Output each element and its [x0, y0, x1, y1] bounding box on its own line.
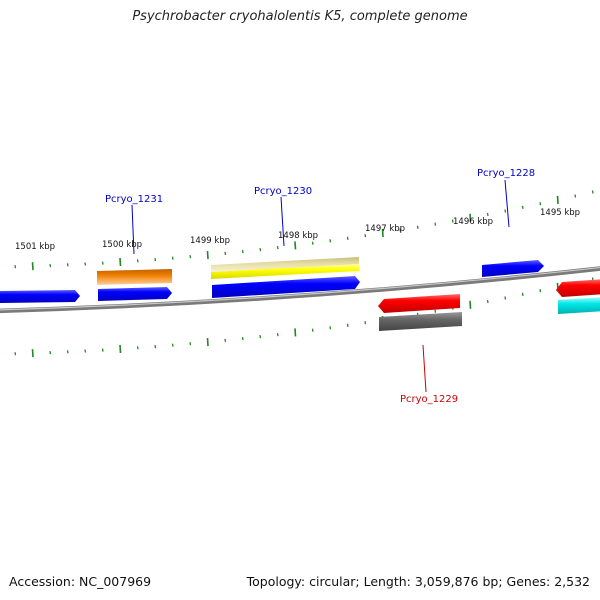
leader-pcryo-1230 — [280, 196, 285, 247]
lower-minor-tick — [521, 292, 524, 297]
lower-major-tick — [206, 338, 209, 347]
lower-major-tick — [31, 349, 34, 358]
scale-label-1498: 1498 kbp — [278, 231, 318, 241]
upper-minor-tick — [364, 234, 367, 238]
upper-minor-tick — [574, 194, 577, 198]
upper-minor-tick — [259, 247, 262, 252]
upper-minor-tick — [101, 261, 104, 265]
upper-minor-tick — [451, 219, 454, 223]
lower-minor-tick — [241, 336, 244, 341]
genome-backbone-highlight — [0, 266, 600, 311]
lower-minor-tick — [14, 352, 17, 356]
lower-minor-tick — [49, 350, 52, 355]
upper-major-tick — [381, 228, 384, 238]
upper-minor-tick — [399, 228, 402, 232]
cds-pcryo-1228-arrow[interactable] — [482, 260, 544, 277]
upper-minor-tick — [66, 263, 69, 267]
upper-minor-tick — [136, 259, 139, 263]
upper-minor-tick — [49, 263, 52, 268]
lower-minor-tick — [189, 342, 192, 346]
accession-text: Accession: NC_007969 — [9, 574, 152, 589]
lower-minor-tick — [154, 344, 157, 349]
lower-minor-tick — [346, 323, 349, 327]
upper-major-tick — [31, 262, 34, 271]
upper-minor-tick — [434, 222, 437, 226]
gene-pcryo-1230-yellow[interactable] — [211, 264, 359, 279]
cds-pcryo-1230-arrow[interactable] — [212, 276, 360, 298]
upper-minor-tick — [346, 236, 349, 240]
upper-major-tick — [294, 241, 297, 250]
upper-minor-tick — [486, 212, 489, 217]
upper-minor-tick — [241, 249, 244, 254]
upper-minor-tick — [276, 245, 279, 250]
cds-pcryo-1229-arrow[interactable] — [378, 294, 460, 313]
upper-minor-tick — [14, 265, 17, 269]
lower-minor-tick — [434, 309, 437, 313]
lower-minor-tick — [486, 299, 489, 304]
lower-minor-tick — [329, 326, 332, 330]
upper-minor-tick — [329, 239, 332, 243]
gene-label-pcryo-1230[interactable]: Pcryo_1230 — [254, 186, 312, 197]
upper-minor-tick — [84, 262, 87, 266]
upper-minor-tick — [171, 256, 174, 260]
lower-minor-tick — [101, 348, 104, 352]
leader-pcryo-1228 — [504, 179, 510, 228]
scale-labels: 1501 kbp 1500 kbp 1499 kbp 1498 kbp 1497… — [15, 208, 580, 252]
leader-pcryo-1229 — [422, 344, 427, 393]
gene-pcryo-1229-gray[interactable] — [379, 312, 462, 331]
gene-label-pcryo-1228[interactable]: Pcryo_1228 — [477, 168, 535, 179]
gene-right-cyan[interactable] — [558, 297, 600, 314]
lower-minor-tick — [539, 289, 542, 293]
scale-label-1497: 1497 kbp — [365, 224, 405, 234]
lower-minor-tick — [364, 321, 367, 325]
gene-label-pcryo-1231[interactable]: Pcryo_1231 — [105, 194, 163, 205]
upper-minor-tick — [189, 255, 192, 259]
scale-label-1500: 1500 kbp — [102, 240, 142, 250]
scale-label-1495: 1495 kbp — [540, 208, 580, 218]
gene-pcryo-1231-orange[interactable] — [97, 269, 172, 285]
lower-minor-tick — [171, 343, 174, 347]
genome-backbone — [0, 266, 600, 314]
map-title: Psychrobacter cryohalolentis K5, complet… — [132, 9, 468, 24]
lower-major-tick — [469, 300, 472, 309]
lower-minor-tick — [311, 328, 314, 332]
lower-minor-tick — [224, 338, 227, 343]
upper-major-tick — [469, 213, 472, 222]
lower-minor-tick — [504, 296, 507, 300]
gene-label-pcryo-1229[interactable]: Pcryo_1229 — [400, 394, 458, 405]
lower-minor-tick — [66, 350, 69, 354]
lower-minor-tick — [259, 334, 262, 339]
upper-major-tick — [556, 195, 559, 204]
upper-minor-tick — [224, 251, 227, 256]
upper-minor-tick — [416, 225, 419, 229]
cds-right-red-arrow[interactable] — [556, 279, 600, 297]
lower-minor-tick — [84, 349, 87, 353]
gene-pcryo-1230-tan[interactable] — [211, 257, 359, 272]
cds-pcryo-1232-arrow[interactable] — [0, 290, 80, 303]
upper-minor-tick — [154, 257, 157, 262]
leader-pcryo-1231 — [131, 204, 135, 255]
scale-label-1496: 1496 kbp — [453, 217, 493, 227]
genome-summary-text: Topology: circular; Length: 3,059,876 bp… — [246, 574, 590, 589]
upper-minor-tick — [591, 190, 594, 194]
lower-major-tick — [119, 344, 122, 354]
upper-minor-tick — [539, 202, 542, 206]
scale-ticks-upper — [14, 190, 594, 271]
upper-minor-tick — [521, 205, 524, 210]
upper-minor-tick — [311, 241, 314, 245]
scale-label-1501: 1501 kbp — [15, 242, 55, 252]
lower-major-tick — [294, 328, 297, 337]
upper-major-tick — [119, 257, 122, 267]
cds-pcryo-1231-arrow[interactable] — [98, 287, 172, 301]
scale-label-1499: 1499 kbp — [190, 236, 230, 246]
lower-minor-tick — [136, 346, 139, 350]
upper-major-tick — [206, 251, 209, 260]
upper-minor-tick — [504, 209, 507, 213]
lower-minor-tick — [276, 332, 279, 337]
